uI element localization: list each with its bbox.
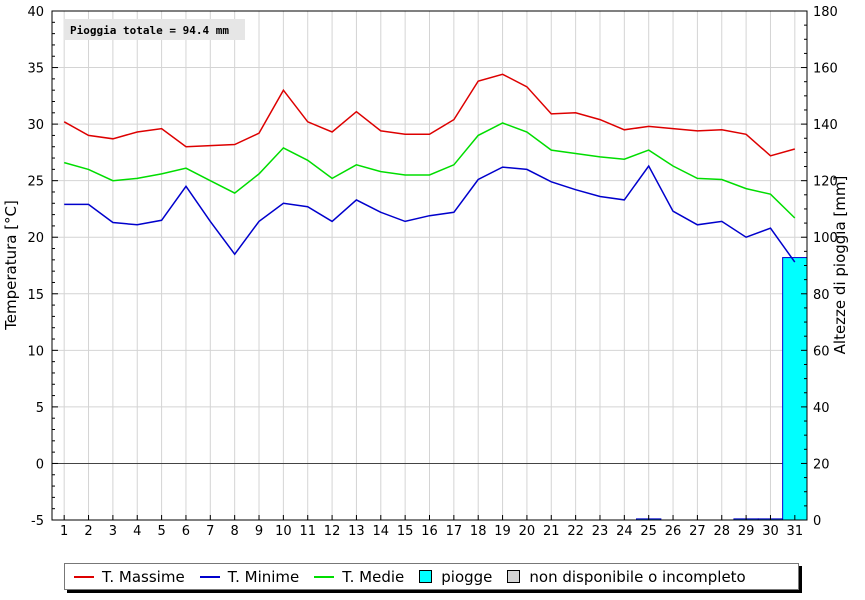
series-lines	[63, 73, 796, 263]
x-tick-label: 31	[787, 524, 804, 539]
annotation-box	[64, 19, 245, 40]
legend-swatch-not-available	[507, 570, 521, 583]
x-tick-label: 11	[299, 524, 316, 539]
y-tick-label: -5	[31, 514, 44, 529]
series-line-t-medie	[63, 122, 796, 219]
y-tick-label: 15	[27, 288, 44, 303]
axis-ticks	[52, 10, 807, 521]
x-tick-label: 28	[713, 524, 730, 539]
gridlines	[52, 10, 807, 521]
x-tick-label: 13	[348, 524, 365, 539]
series-line-t-minime	[64, 164, 796, 263]
x-tick-label: 27	[689, 524, 706, 539]
legend-label-t-medie: T. Medie	[342, 567, 405, 586]
x-tick-label: 10	[275, 524, 292, 539]
y2-tick-label: 80	[813, 288, 830, 303]
x-tick-label: 26	[665, 524, 682, 539]
x-tick-label: 9	[255, 524, 263, 539]
legend-item-t-minime: T. Minime	[199, 567, 300, 586]
x-tick-label: 7	[206, 524, 214, 539]
x-tick-label: 1	[60, 524, 68, 539]
legend-label-t-minime: T. Minime	[227, 567, 300, 586]
x-tick-label: 25	[640, 524, 657, 539]
rain-bar	[782, 257, 808, 521]
y-tick-label: 10	[27, 344, 44, 359]
x-tick-label: 14	[373, 524, 390, 539]
legend-swatch-t-medie	[314, 575, 335, 578]
x-tick-label: 2	[84, 524, 92, 539]
rain-total-annotation: Pioggia totale = 94.4 mm	[70, 24, 229, 37]
x-tick-label: 12	[324, 524, 341, 539]
x-tick-label: 18	[470, 524, 487, 539]
y-tick-label: 30	[27, 118, 44, 133]
y-tick-labels: -5 0 5 10 15 20 25 30 35 40	[27, 5, 44, 529]
x-tick-label: 8	[231, 524, 239, 539]
x-tick-label: 30	[762, 524, 779, 539]
x-tick-label: 15	[397, 524, 414, 539]
y2-tick-label: 120	[813, 175, 838, 190]
x-tick-label: 19	[494, 524, 511, 539]
x-tick-label: 29	[738, 524, 755, 539]
y2-tick-label: 60	[813, 344, 830, 359]
x-tick-label: 6	[182, 524, 190, 539]
legend-label-piogge: piogge	[441, 567, 493, 586]
y-tick-label: 40	[27, 5, 44, 20]
y2-tick-label: 0	[813, 514, 821, 529]
x-tick-label: 22	[567, 524, 584, 539]
y-tick-label: 0	[36, 457, 44, 472]
y2-tick-label: 40	[813, 401, 830, 416]
legend-label-not-available: non disponibile o incompleto	[529, 567, 746, 586]
x-tick-label: 4	[133, 524, 141, 539]
y-tick-label: 20	[27, 231, 44, 246]
x-tick-label: 5	[157, 524, 165, 539]
legend-item-not-available: non disponibile o incompleto	[507, 567, 746, 586]
y-tick-label: 25	[27, 175, 44, 190]
legend-item-t-medie: T. Medie	[314, 568, 404, 586]
y2-tick-label: 140	[813, 118, 838, 133]
y2-tick-label: 100	[813, 231, 838, 246]
x-tick-labels: 1 2 3 4 5 6 7 8 9 10 11 12 13 14 15 16 17 18 19 20 21 22 23 24 2…	[60, 524, 803, 539]
y2-tick-label: 20	[813, 457, 830, 472]
y2-tick-label: 180	[813, 5, 838, 20]
x-tick-label: 23	[592, 524, 609, 539]
y-tick-label: 35	[27, 62, 44, 77]
y-tick-label: 5	[36, 401, 44, 416]
x-tick-label: 24	[616, 524, 633, 539]
series-line-t-massime	[63, 73, 796, 157]
y2-tick-label: 160	[813, 62, 838, 77]
legend-label-t-massime: T. Massime	[102, 567, 185, 586]
y2-tick-labels: 0 20 40 60 80 100 120 140 160 180	[813, 5, 838, 529]
legend-swatch-t-minime	[199, 575, 220, 578]
x-tick-label: 3	[109, 524, 117, 539]
y-axis-title: Temperatura [°C]	[2, 200, 20, 331]
legend-item-t-massime: T. Massime	[74, 568, 185, 586]
x-tick-label: 16	[421, 524, 438, 539]
legend: T. Massime T. Minime T. Medie piogge non…	[64, 563, 799, 590]
legend-swatch-t-massime	[74, 575, 94, 578]
x-tick-label: 21	[543, 524, 560, 539]
y2-axis-title: Altezze di pioggia [mm]	[831, 176, 849, 355]
x-tick-label: 20	[519, 524, 536, 539]
legend-item-piogge: piogge	[419, 568, 492, 586]
legend-swatch-piogge	[419, 570, 433, 583]
x-tick-label: 17	[446, 524, 463, 539]
